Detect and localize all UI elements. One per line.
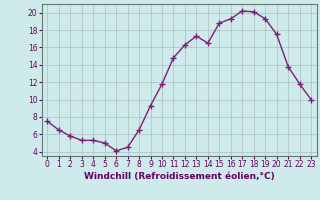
X-axis label: Windchill (Refroidissement éolien,°C): Windchill (Refroidissement éolien,°C) — [84, 172, 275, 181]
